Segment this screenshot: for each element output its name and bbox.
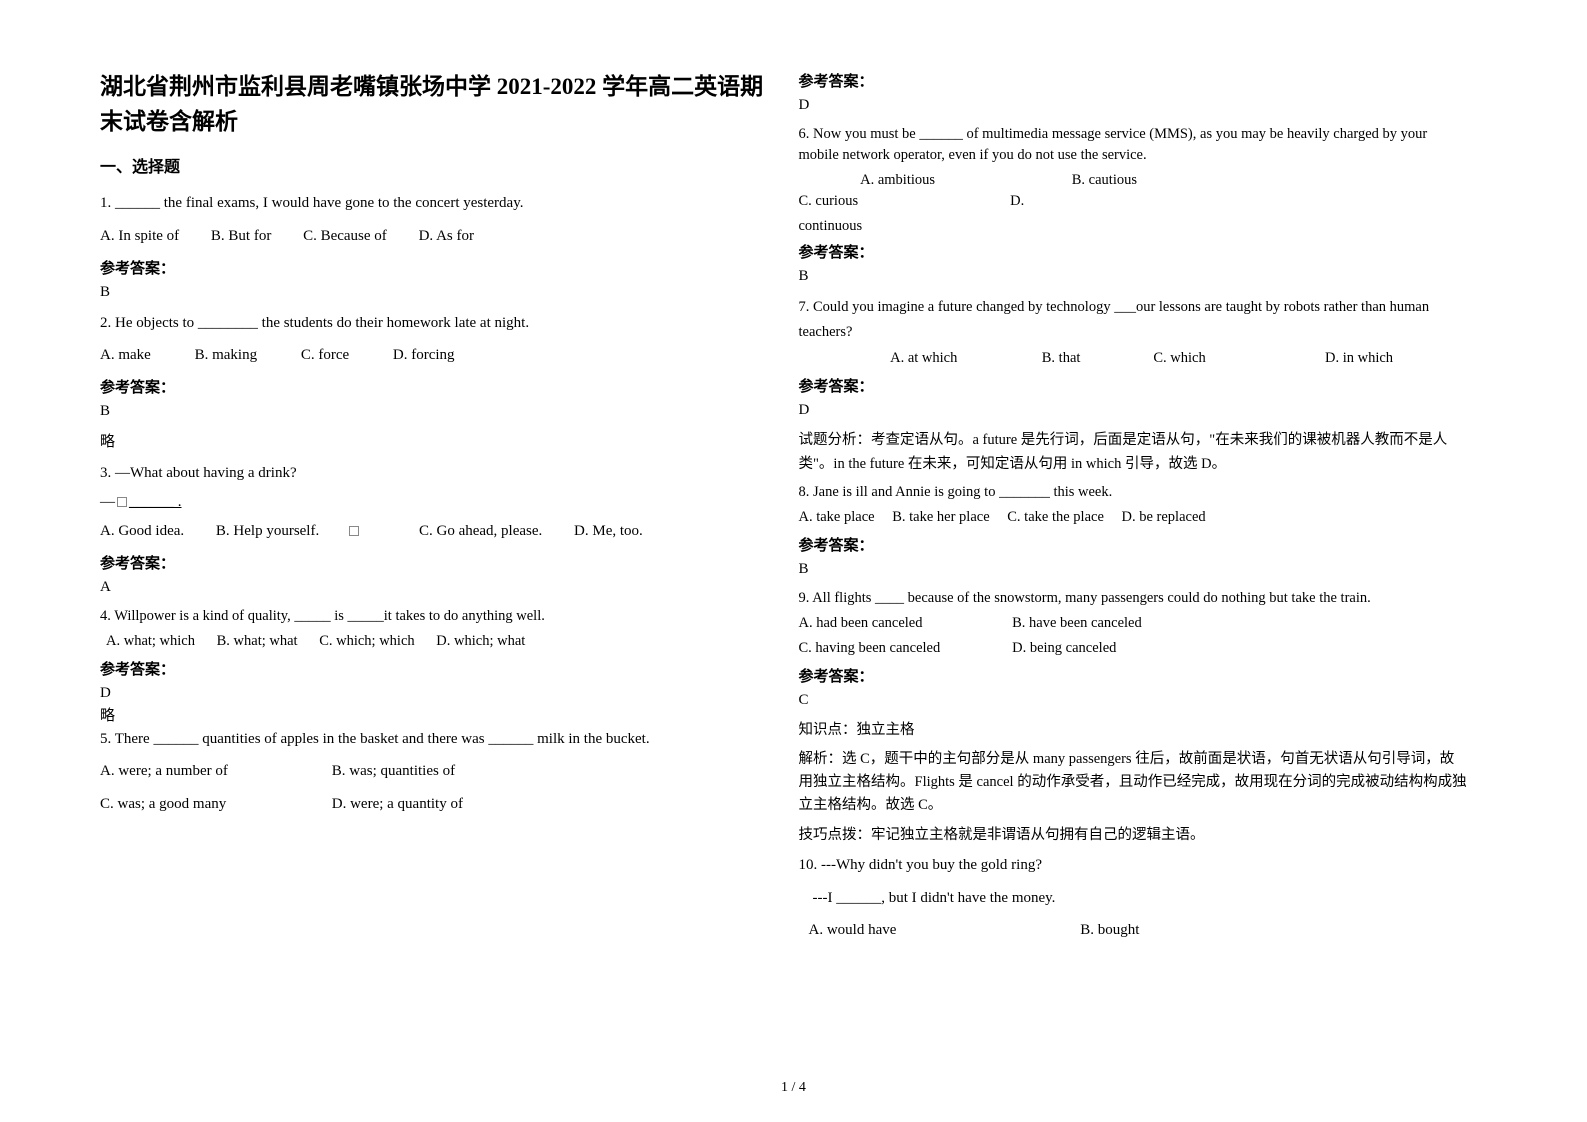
q7-ans-label: 参考答案： [799,375,1468,396]
page-number: 1 / 4 [0,1080,1587,1096]
q3-ans: A [100,579,769,596]
right-column: 参考答案： D 6. Now you must be ______ of mul… [799,70,1498,1092]
q4-opt-d: D. which; what [436,631,525,652]
q5-ans: D [799,97,1468,114]
q9-opt-c: C. having been canceled [799,638,999,659]
q1-ans-label: 参考答案： [100,257,769,278]
q10-opt-b: B. bought [1080,918,1139,943]
q8-opt-d: D. be replaced [1122,507,1206,528]
q4-opt-c: C. which; which [319,631,414,652]
q3-opt-b: B. Help yourself. [216,519,387,544]
q10-stem: 10. ---Why didn't you buy the gold ring? [799,853,1468,878]
q10-options: A. would have B. bought [799,918,1468,943]
q9-opt-b: B. have been canceled [1012,613,1142,634]
q8-stem: 8. Jane is ill and Annie is going to ___… [799,482,1468,503]
q8-ans: B [799,561,1468,578]
q6-opt-d: continuous [799,216,1468,237]
q7-explanation: 试题分析：考查定语从句。a future 是先行词，后面是定语从句，"在未来我们… [799,429,1468,475]
q9-exp2: 技巧点拨：牢记独立主格就是非谓语从句拥有自己的逻辑主语。 [799,824,1468,847]
q2-ans: B [100,403,769,420]
q5-options-row1: A. were; a number of B. was; quantities … [100,759,769,784]
q3-dash-blank: ______ . [129,494,182,510]
q5-opt-b: B. was; quantities of [332,759,455,784]
q2-opt-b: B. making [195,343,258,368]
q6-opt-d-prefix: D. [1010,191,1024,212]
q5-opt-c: C. was; a good many [100,792,300,817]
q3-opt-c: C. Go ahead, please. [419,519,542,544]
q1-ans: B [100,284,769,301]
q4-opt-a: A. what; which [106,631,195,652]
q1-opt-c: C. Because of [303,224,387,249]
q2-opt-c: C. force [301,343,349,368]
q7-opt-d: D. in which [1325,348,1393,369]
q2-stem: 2. He objects to ________ the students d… [100,311,769,336]
q7-stem: 7. Could you imagine a future changed by… [799,295,1468,344]
q7-opt-c: C. which [1153,348,1293,369]
q7-opt-a: A. at which [890,348,1010,369]
q8-opt-b: B. take her place [892,507,989,528]
placeholder-box-icon [117,497,127,507]
q9-kp: 知识点：独立主格 [799,719,1468,742]
q6-opt-c: C. curious [799,191,979,212]
placeholder-box-icon [349,526,359,536]
q2-opt-d: D. forcing [393,343,455,368]
q8-opt-c: C. take the place [1007,507,1104,528]
q5-opt-d: D. were; a quantity of [332,792,463,817]
q6-options: A. ambitious B. cautious C. curious D. [799,170,1468,212]
q4-options: A. what; which B. what; what C. which; w… [100,631,769,652]
q8-opt-a: A. take place [799,507,875,528]
q2-ans-label: 参考答案： [100,376,769,397]
paper-title: 湖北省荆州市监利县周老嘴镇张场中学 2021-2022 学年高二英语期末试卷含解… [100,70,769,139]
q3-options: A. Good idea. B. Help yourself. C. Go ah… [100,519,769,544]
q4-omit: 略 [100,704,769,725]
q9-exp1: 解析：选 C，题干中的主句部分是从 many passengers 往后，故前面… [799,748,1468,818]
q3-dash-prefix: — [100,494,115,510]
q6-opt-a: A. ambitious [860,170,1040,191]
q7-ans: D [799,402,1468,419]
q4-opt-b: B. what; what [217,631,298,652]
q9-opt-d: D. being canceled [1012,638,1116,659]
q1-stem: 1. ______ the final exams, I would have … [100,191,769,216]
q3-opt-d: D. Me, too. [574,519,643,544]
q10-line2: ---I ______, but I didn't have the money… [799,886,1468,911]
section-heading: 一、选择题 [100,153,769,177]
q1-opt-d: D. As for [419,224,474,249]
q4-stem: 4. Willpower is a kind of quality, _____… [100,606,769,627]
q1-options: A. In spite of B. But for C. Because of … [100,224,769,249]
q3-ans-label: 参考答案： [100,552,769,573]
q6-ans-label: 参考答案： [799,241,1468,262]
q9-ans-label: 参考答案： [799,665,1468,686]
q6-opt-b: B. cautious [1072,170,1252,191]
q3-opt-a: A. Good idea. [100,519,184,544]
q4-ans-label: 参考答案： [100,658,769,679]
q3-stem: 3. —What about having a drink? [100,461,769,486]
q7-options: A. at which B. that C. which D. in which [799,348,1468,369]
q9-opt-a: A. had been canceled [799,613,999,634]
q5-options-row2: C. was; a good many D. were; a quantity … [100,792,769,817]
q7-opt-b: B. that [1042,348,1122,369]
exam-page: 湖北省荆州市监利县周老嘴镇张场中学 2021-2022 学年高二英语期末试卷含解… [0,0,1587,1122]
q5-ans-label: 参考答案： [799,70,1468,91]
q9-ans: C [799,692,1468,709]
q9-stem: 9. All flights ____ because of the snows… [799,588,1468,609]
q3-dash: — ______ . [100,494,769,511]
q10-opt-a: A. would have [809,918,1049,943]
q1-opt-b: B. But for [211,224,271,249]
left-column: 湖北省荆州市监利县周老嘴镇张场中学 2021-2022 学年高二英语期末试卷含解… [100,70,799,1092]
q5-stem: 5. There ______ quantities of apples in … [100,727,769,752]
q2-opt-a: A. make [100,343,151,368]
q6-ans: B [799,268,1468,285]
q2-omit: 略 [100,430,769,451]
q4-ans: D [100,685,769,702]
q9-options-row2: C. having been canceled D. being cancele… [799,638,1468,659]
q9-options-row1: A. had been canceled B. have been cancel… [799,613,1468,634]
q8-ans-label: 参考答案： [799,534,1468,555]
q5-opt-a: A. were; a number of [100,759,300,784]
q2-options: A. make B. making C. force D. forcing [100,343,769,368]
q1-opt-a: A. In spite of [100,224,179,249]
q6-stem: 6. Now you must be ______ of multimedia … [799,124,1468,166]
q8-options: A. take place B. take her place C. take … [799,507,1468,528]
